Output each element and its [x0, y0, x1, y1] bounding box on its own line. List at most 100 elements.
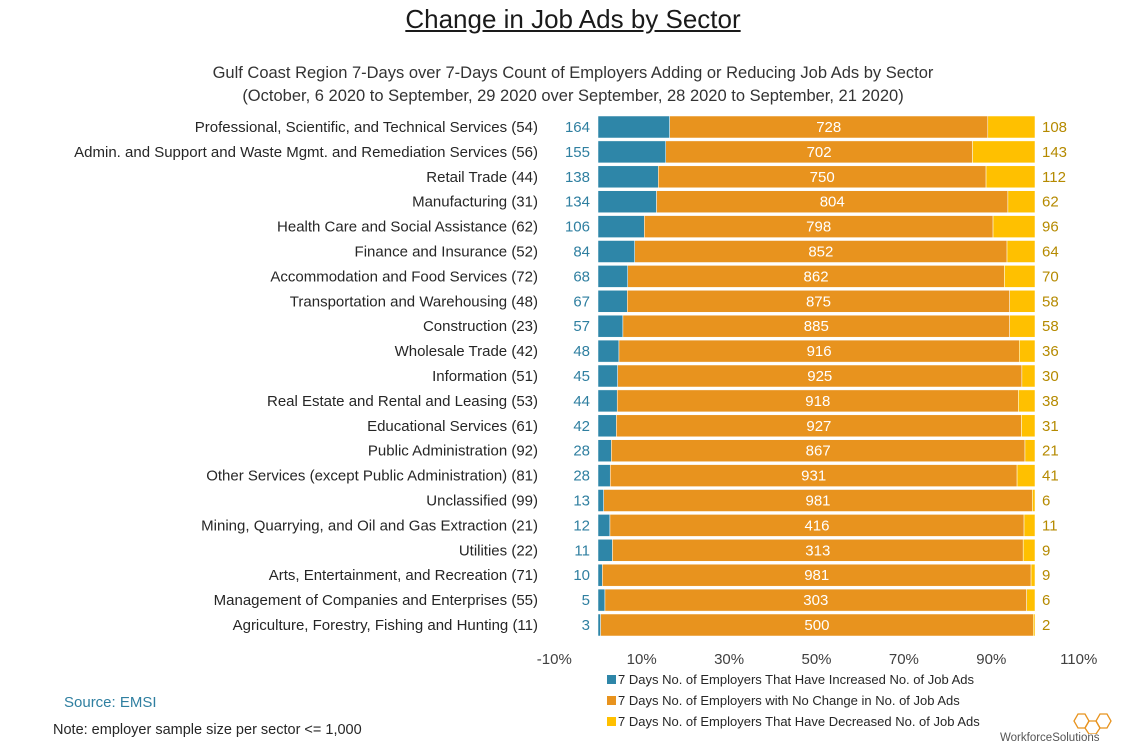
data-label-no-change: 303 [803, 592, 828, 609]
bar-increased [597, 464, 611, 487]
bar-decreased [972, 140, 1036, 164]
chart-subtitle-line1: Gulf Coast Region 7-Days over 7-Days Cou… [212, 64, 934, 82]
data-label-decreased: 108 [1042, 119, 1067, 136]
bar-decreased [1021, 414, 1036, 438]
bar-increased [597, 613, 601, 637]
bar-decreased [1009, 314, 1036, 338]
bar-increased [597, 240, 635, 263]
bar-decreased [985, 165, 1036, 189]
data-label-decreased: 31 [1042, 418, 1059, 435]
data-label-no-change: 500 [804, 617, 829, 634]
bar-decreased [1004, 265, 1036, 288]
legend-swatch-decreased [607, 717, 616, 726]
data-label-no-change: 702 [807, 144, 832, 161]
category-label: Transportation and Warehousing (48) [290, 293, 538, 310]
data-label-decreased: 41 [1042, 468, 1059, 485]
data-label-increased: 48 [573, 343, 590, 360]
data-label-no-change: 852 [808, 244, 833, 261]
bar-increased [597, 489, 604, 512]
data-label-increased: 84 [573, 244, 590, 261]
data-label-decreased: 9 [1042, 567, 1050, 584]
data-label-no-change: 416 [804, 517, 829, 534]
data-label-increased: 5 [582, 592, 590, 609]
bar-increased [597, 439, 612, 462]
legend-label-no-change: 7 Days No. of Employers with No Change i… [618, 693, 960, 708]
data-label-decreased: 62 [1042, 194, 1059, 211]
data-label-no-change: 931 [801, 468, 826, 485]
x-tick-label: 110% [1060, 651, 1097, 668]
stacked-bar-chart: Professional, Scientific, and Technical … [74, 115, 1097, 668]
category-label: Public Administration (92) [368, 443, 538, 460]
data-label-decreased: 58 [1042, 293, 1059, 310]
data-label-no-change: 867 [806, 443, 831, 460]
bar-decreased [1033, 613, 1036, 637]
data-label-no-change: 750 [810, 169, 835, 186]
data-label-decreased: 36 [1042, 343, 1059, 360]
bar-decreased [1009, 290, 1036, 313]
bar-decreased [1026, 588, 1036, 612]
bar-increased [597, 290, 628, 313]
data-label-no-change: 925 [807, 368, 832, 385]
bar-increased [597, 563, 603, 587]
data-label-no-change: 918 [805, 393, 830, 410]
data-label-decreased: 6 [1042, 493, 1050, 510]
category-label: Utilities (22) [459, 542, 538, 559]
category-label: Wholesale Trade (42) [395, 343, 538, 360]
source-text: Source: EMSI [64, 694, 157, 711]
category-label: Information (51) [432, 368, 538, 385]
bar-increased [597, 539, 613, 562]
category-label: Finance and Insurance (52) [355, 244, 538, 261]
bar-decreased [1006, 240, 1036, 263]
bar-decreased [1016, 464, 1036, 487]
bar-decreased [1018, 389, 1036, 413]
data-label-increased: 138 [565, 169, 590, 186]
data-label-increased: 134 [565, 194, 590, 211]
bar-decreased [992, 215, 1036, 238]
data-label-no-change: 862 [804, 268, 829, 285]
legend-item-increased: 7 Days No. of Employers That Have Increa… [607, 669, 980, 690]
category-label: Other Services (except Public Administra… [206, 468, 538, 485]
data-label-increased: 10 [573, 567, 590, 584]
hexagon-logo-icon [1073, 713, 1112, 734]
category-label: Management of Companies and Enterprises … [214, 592, 538, 609]
bar-decreased [987, 115, 1036, 139]
data-label-decreased: 58 [1042, 318, 1059, 335]
legend-swatch-increased [607, 675, 616, 684]
logo-text: WorkforceSolutions [1000, 732, 1100, 744]
data-label-increased: 164 [565, 119, 590, 136]
bar-increased [597, 314, 624, 338]
category-label: Admin. and Support and Waste Mgmt. and R… [74, 144, 538, 161]
bar-decreased [1023, 514, 1036, 537]
legend-swatch-no-change [607, 696, 616, 705]
bar-increased [597, 190, 657, 213]
legend-label-increased: 7 Days No. of Employers That Have Increa… [618, 672, 974, 687]
x-tick-label: 70% [889, 651, 919, 668]
data-label-no-change: 313 [805, 542, 830, 559]
x-tick-label: 50% [801, 651, 831, 668]
category-label: Professional, Scientific, and Technical … [195, 119, 538, 136]
data-label-no-change: 916 [807, 343, 832, 360]
data-label-increased: 11 [574, 542, 590, 559]
category-label: Real Estate and Rental and Leasing (53) [267, 393, 538, 410]
bar-increased [597, 215, 645, 238]
category-label: Accommodation and Food Services (72) [270, 268, 538, 285]
data-label-no-change: 981 [806, 493, 831, 510]
bar-decreased [1022, 539, 1036, 562]
x-tick-label: -10% [537, 651, 572, 668]
data-label-increased: 44 [573, 393, 590, 410]
data-label-no-change: 981 [804, 567, 829, 584]
data-label-increased: 45 [573, 368, 590, 385]
bar-increased [597, 115, 670, 139]
data-label-no-change: 798 [806, 219, 831, 236]
category-label: Construction (23) [423, 318, 538, 335]
data-label-increased: 12 [573, 517, 590, 534]
legend-item-no-change: 7 Days No. of Employers with No Change i… [607, 690, 980, 711]
x-tick-label: 10% [627, 651, 657, 668]
data-label-decreased: 96 [1042, 219, 1059, 236]
note-text: Note: employer sample size per sector <=… [53, 722, 362, 738]
category-label: Manufacturing (31) [412, 194, 538, 211]
data-label-decreased: 30 [1042, 368, 1059, 385]
bar-decreased [1021, 364, 1036, 388]
legend-label-decreased: 7 Days No. of Employers That Have Decrea… [618, 714, 980, 729]
data-label-increased: 28 [573, 468, 590, 485]
